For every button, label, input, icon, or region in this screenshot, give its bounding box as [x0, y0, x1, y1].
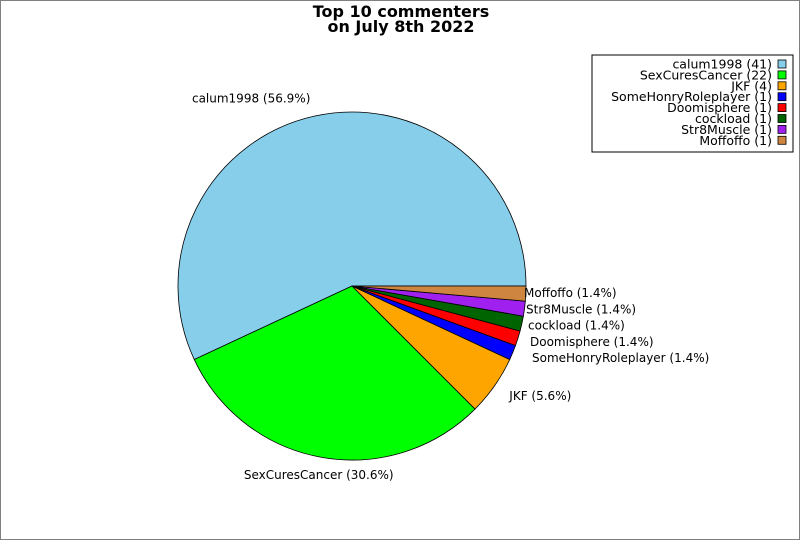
legend: calum1998 (41)SexCuresCancer (22)JKF (4)… — [591, 54, 794, 153]
legend-label-calum1998: calum1998 (41) — [672, 57, 772, 72]
pie-slice-sexcurescancer — [193, 285, 476, 461]
slice-label-cockload: cockload (1.4%) — [528, 319, 625, 333]
legend-label-doomisphere: Doomisphere (1) — [667, 100, 772, 115]
legend-swatch-cockload — [777, 114, 787, 123]
slice-label-calum1998: calum1998 (56.9%) — [192, 92, 310, 106]
chart-title-line-1: Top 10 commenters — [313, 2, 490, 21]
legend-label-jkf: JKF (4) — [730, 78, 772, 93]
chart-title-line-2: on July 8th 2022 — [327, 17, 474, 36]
legend-label-cockload: cockload (1) — [695, 111, 772, 126]
legend-label-moffoffo: Moffoffo (1) — [699, 133, 772, 148]
slice-label-sexcurescancer: SexCuresCancer (30.6%) — [244, 468, 394, 482]
legend-swatch-str8muscle — [777, 125, 787, 134]
legend-swatch-calum1998 — [777, 59, 787, 69]
legend-label-str8muscle: Str8Muscle (1) — [681, 122, 772, 137]
legend-swatch-doomisphere — [777, 103, 787, 112]
slice-label-jkf: JKF (5.6%) — [508, 389, 571, 403]
pie-slice-calum1998 — [177, 111, 527, 361]
legend-box — [591, 54, 794, 153]
legend-label-somehonryroleplayer: SomeHonryRoleplayer (1) — [611, 89, 772, 104]
legend-swatch-sexcurescancer — [777, 70, 787, 80]
legend-label-sexcurescancer: SexCuresCancer (22) — [640, 67, 772, 82]
slice-label-str8muscle: Str8Muscle (1.4%) — [526, 302, 636, 316]
legend-swatch-moffoffo — [777, 135, 787, 145]
slice-labels: calum1998 (56.9%) SexCuresCancer (30.6%) J… — [192, 92, 709, 483]
slice-label-moffoffo: Moffoffo (1.4%) — [524, 286, 617, 300]
slice-label-doomisphere: Doomisphere (1.4%) — [530, 335, 654, 349]
slice-label-somehonryroleplayer: SomeHonryRoleplayer (1.4%) — [532, 351, 709, 365]
legend-swatch-jkf — [777, 81, 787, 91]
pie-slices — [177, 111, 527, 461]
pie-slice-moffoffo — [351, 285, 527, 302]
legend-swatch-somehonryroleplayer — [777, 92, 787, 102]
